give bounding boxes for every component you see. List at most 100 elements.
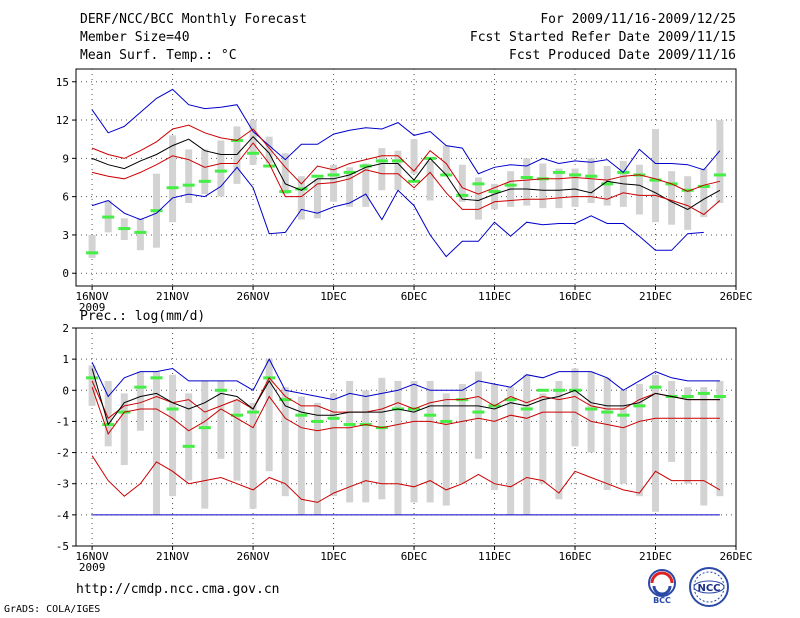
precip-range-box — [394, 380, 402, 515]
precip-ytick-label: -3 — [56, 478, 69, 491]
temp-xtick-label: 16DEC — [558, 290, 591, 303]
temp-upper-line — [91, 124, 721, 195]
precip-ytick-label: 2 — [62, 322, 69, 335]
temp-median-marker — [585, 174, 598, 178]
precip-median-marker — [536, 388, 549, 392]
precip-xtick-label: 21DEC — [639, 550, 672, 563]
precip-range-box — [587, 371, 595, 453]
precip-median-marker — [198, 426, 211, 430]
precip-range-box — [201, 380, 209, 509]
precip-median-marker — [86, 376, 99, 380]
ncc-logo-text: NCC — [697, 583, 720, 594]
temp-range-box — [523, 158, 531, 206]
precip-xtick-label: 6DEC — [401, 550, 428, 563]
temp-median-marker — [263, 164, 276, 168]
temp-median-marker — [408, 179, 421, 183]
precip-range-box — [458, 384, 466, 484]
temp-range-box — [136, 218, 144, 251]
precip-xtick-label: 26NOV — [237, 550, 270, 563]
temp-range-box — [201, 149, 209, 195]
temp-median-marker — [552, 170, 565, 174]
temp-range-box — [442, 145, 450, 175]
precip-range-box — [313, 402, 321, 515]
temp-median-marker — [391, 159, 404, 163]
precip-ytick-label: -2 — [56, 447, 69, 460]
precip-range-box — [330, 393, 338, 497]
temp-range-box — [716, 120, 724, 204]
precip-range-box — [362, 390, 370, 503]
precip-median-marker — [697, 391, 710, 395]
precip-median-marker — [504, 398, 517, 402]
precip-median-marker — [472, 410, 485, 414]
precip-median-marker — [585, 407, 598, 411]
temp-median-marker — [697, 184, 710, 188]
temp-range-box — [587, 158, 595, 204]
precip-range-box — [668, 380, 676, 462]
temp-ytick-label: 0 — [62, 267, 69, 280]
precip-range-box — [555, 380, 563, 500]
temp-xtick-label: 26DEC — [719, 290, 752, 303]
precip-median-marker — [681, 395, 694, 399]
precip-range-box — [426, 380, 434, 503]
precip-median-marker — [150, 376, 163, 380]
temp-range-box — [217, 140, 225, 197]
precip-low-extreme-line — [91, 455, 721, 503]
temp-median-marker — [247, 151, 260, 155]
precip-range-box — [603, 377, 611, 490]
temp-median-marker — [150, 209, 163, 213]
temp-median-marker — [118, 227, 131, 231]
temp-range-box — [458, 164, 466, 202]
precip-range-box — [716, 380, 724, 497]
temp-range-box — [265, 136, 273, 164]
temp-ytick-label: 15 — [56, 76, 69, 89]
precip-xtick-label: 16DEC — [558, 550, 591, 563]
temp-range-box — [635, 164, 643, 215]
precip-panel-title: Prec.: log(mm/d) — [80, 309, 206, 324]
temp-median-marker — [102, 215, 115, 219]
temp-median-marker — [343, 170, 356, 174]
temp-range-box — [571, 168, 579, 207]
precip-median-marker — [601, 410, 614, 414]
temp-median-marker — [456, 193, 469, 197]
temp-xtick-label: 6DEC — [401, 290, 428, 303]
precip-median-marker — [247, 410, 260, 414]
precip-range-box — [523, 374, 531, 515]
precip-range-box — [120, 393, 128, 466]
precip-median-marker — [327, 416, 340, 420]
precip-range-box — [185, 393, 193, 481]
temp-range-box — [394, 150, 402, 191]
precip-median-marker — [230, 413, 243, 417]
precip-year-label: 2009 — [79, 561, 106, 574]
temp-median-marker — [601, 182, 614, 186]
precip-range-box — [539, 393, 547, 484]
temp-range-box — [410, 139, 418, 174]
temp-max-line — [91, 88, 721, 175]
temp-range-box — [88, 234, 96, 258]
precip-median-marker — [440, 419, 453, 423]
temp-range-box — [233, 126, 241, 184]
precip-median-marker — [552, 388, 565, 392]
temp-median-marker — [182, 183, 195, 187]
precip-ytick-label: 1 — [62, 353, 69, 366]
temp-median-marker — [311, 174, 324, 178]
temp-range-box — [362, 163, 370, 207]
precip-ytick-label: -5 — [56, 540, 69, 553]
temp-median-marker — [295, 187, 308, 191]
precip-ytick-label: -4 — [56, 509, 70, 522]
temp-xtick-label: 26NOV — [237, 290, 270, 303]
precip-range-box — [491, 384, 499, 490]
temp-range-box — [652, 128, 660, 223]
precip-median-marker — [343, 423, 356, 427]
precip-xtick-label: 1DEC — [320, 550, 347, 563]
precip-range-box — [297, 396, 305, 515]
source-url[interactable]: http://cmdp.ncc.cma.gov.cn — [76, 582, 280, 597]
precip-ytick-label: 0 — [62, 384, 69, 397]
precip-xtick-label: 11DEC — [478, 550, 511, 563]
fcst-produced-date: Fcst Produced Date 2009/11/16 — [509, 48, 736, 63]
precip-median-marker — [520, 407, 533, 411]
precip-range-box — [442, 393, 450, 506]
temp-range-box — [346, 167, 354, 207]
temp-median-marker — [166, 186, 179, 190]
precip-range-box — [700, 387, 708, 506]
